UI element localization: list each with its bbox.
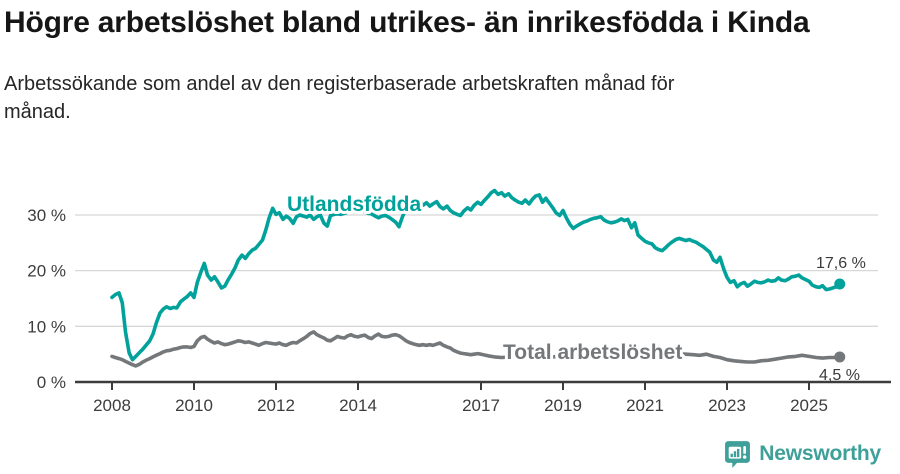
series-label-total: Total arbetslöshet xyxy=(503,341,682,364)
chart-subtitle: Arbetssökande som andel av den registerb… xyxy=(4,73,675,123)
y-tick-label: 20 % xyxy=(27,262,66,281)
y-tick-label: 30 % xyxy=(27,206,66,225)
x-tick-label: 2017 xyxy=(462,396,500,415)
series-line-utlandsfodda xyxy=(110,188,842,362)
y-tick-label: 0 % xyxy=(37,373,66,392)
series-end-dot-utlandsfodda xyxy=(834,278,846,290)
x-tick-label: 2019 xyxy=(544,396,582,415)
end-value-label-utlandsfodda: 17,6 % xyxy=(816,255,866,272)
series-end-dot-total xyxy=(834,351,846,363)
x-tick-label: 2023 xyxy=(708,396,746,415)
chart-title: Högre arbetslöshet bland utrikes- än inr… xyxy=(4,6,810,39)
x-tick-label: 2025 xyxy=(790,396,828,415)
series-label-utlandsfodda: Utlandsfödda xyxy=(287,193,421,216)
x-tick-label: 2010 xyxy=(175,396,213,415)
y-tick-label: 10 % xyxy=(27,317,66,336)
x-tick-label: 2014 xyxy=(339,396,377,415)
series-line-total xyxy=(110,330,842,368)
newsworthy-wordmark: Newsworthy xyxy=(759,441,881,465)
x-tick-label: 2021 xyxy=(626,396,664,415)
newsworthy-logo: Newsworthy xyxy=(723,439,881,468)
end-value-label-total: 4,5 % xyxy=(819,367,860,384)
newsworthy-badge-bar-chart-icon xyxy=(725,441,751,468)
x-tick-label: 2008 xyxy=(93,396,131,415)
x-tick-label: 2012 xyxy=(257,396,295,415)
